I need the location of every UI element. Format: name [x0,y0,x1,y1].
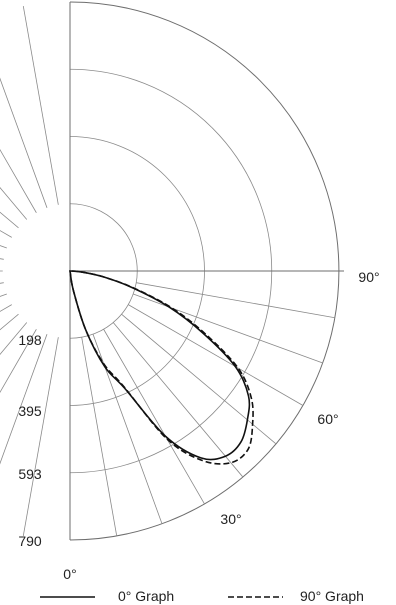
grid-spoke [103,329,205,505]
grid-spoke [22,337,59,536]
grid-spoke [0,148,37,213]
grid-spoke [0,282,4,284]
grid-spoke [133,293,323,364]
angle-label: 90° [358,269,379,285]
radial-tick-label: 395 [18,403,42,419]
angle-label: 60° [317,411,338,427]
series-curve-dashed [69,270,254,465]
series-curve-solid [69,270,251,461]
grid-spoke [0,329,37,394]
grid-spoke [0,230,12,238]
grid-spoke [0,334,48,465]
grid-spoke [121,313,277,445]
radial-tick-label: 198 [18,332,42,348]
legend-label: 0° Graph [118,588,174,604]
radial-tick-label: 790 [18,533,42,549]
grid-spoke [0,186,28,220]
angle-label: 0° [63,566,76,582]
grid-spoke [0,304,12,312]
grid-spoke [0,77,48,208]
grid-spoke [136,282,335,319]
radial-tick-label: 593 [18,466,42,482]
grid-spoke [128,304,304,406]
angle-label: 30° [220,511,241,527]
grid-spoke [0,258,4,260]
grid-spoke [22,6,59,205]
grid-spoke [112,322,244,478]
grid-spoke [81,337,118,536]
grid-spoke [0,313,19,331]
grid-spoke [92,334,163,524]
grid-spoke [0,322,28,356]
grid-spoke [0,211,19,229]
legend: 0° Graph 90° Graph [40,588,364,604]
curves [69,270,254,465]
legend-label: 90° Graph [300,588,364,604]
